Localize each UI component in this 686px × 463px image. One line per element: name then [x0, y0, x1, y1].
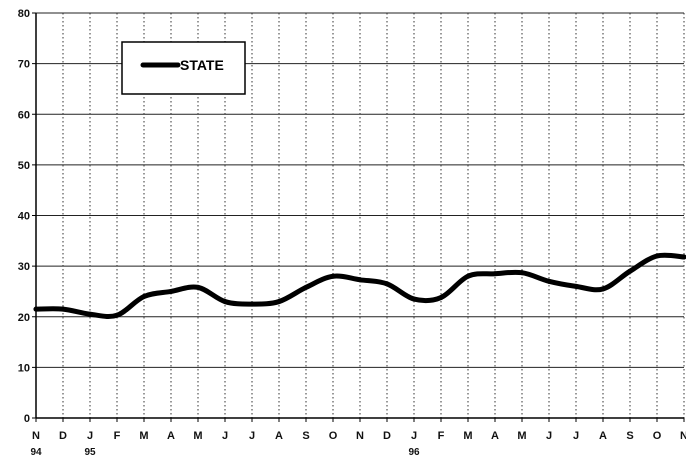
x-tick-label: F	[114, 430, 121, 442]
x-year-label: 95	[84, 447, 96, 458]
x-tick-label: J	[222, 430, 228, 442]
x-tick-label: M	[193, 430, 202, 442]
x-tick-label: A	[599, 430, 607, 442]
axes: 0 10 20 30 40 50 60 70 80 N D J F M A M J J A S O N D J F M A M J J A S…	[18, 8, 686, 458]
data-point	[60, 306, 66, 312]
x-tick-label: S	[302, 430, 309, 442]
x-tick-label: N	[32, 430, 40, 442]
data-point	[654, 253, 660, 259]
x-tick-label: N	[680, 430, 686, 442]
data-point	[465, 273, 471, 279]
x-tick-label: J	[546, 430, 552, 442]
data-point	[384, 281, 390, 287]
data-point	[141, 294, 147, 299]
data-point	[573, 283, 579, 289]
x-tick-label: M	[517, 430, 526, 442]
y-tick-label: 20	[18, 312, 30, 324]
legend-label: STATE	[180, 57, 224, 73]
x-tick-label: N	[356, 430, 364, 442]
data-point	[249, 301, 255, 307]
x-tick-label: M	[139, 430, 148, 442]
x-tick-label: J	[411, 430, 417, 442]
x-tick-label: J	[249, 430, 255, 442]
x-tick-label: D	[383, 430, 391, 442]
y-tick-label: 30	[18, 261, 30, 273]
data-point	[303, 284, 309, 290]
data-point	[114, 312, 120, 318]
data-point	[411, 296, 417, 302]
data-point	[438, 295, 444, 301]
y-tick-label: 60	[18, 109, 30, 121]
x-tick-label: D	[59, 430, 67, 442]
data-point	[330, 273, 336, 279]
x-tick-label: O	[329, 430, 338, 442]
x-year-label: 94	[30, 447, 42, 458]
x-tick-label: J	[573, 430, 579, 442]
data-point	[492, 271, 498, 277]
data-point	[600, 286, 606, 292]
data-point	[168, 288, 174, 294]
x-tick-label: J	[87, 430, 93, 442]
x-tick-label: A	[167, 430, 175, 442]
data-point	[627, 268, 633, 274]
x-tick-label: A	[491, 430, 499, 442]
y-tick-label: 80	[18, 8, 30, 20]
legend: STATE	[121, 41, 246, 95]
x-tick-label: S	[626, 430, 633, 442]
legend-box	[121, 41, 246, 95]
x-tick-label: O	[653, 430, 662, 442]
data-point	[33, 306, 39, 312]
series-layer	[33, 252, 686, 319]
data-point	[357, 277, 363, 283]
y-tick-label: 70	[18, 59, 30, 71]
data-point	[276, 299, 282, 305]
y-tick-label: 50	[18, 160, 30, 172]
data-point	[195, 284, 201, 290]
data-point	[519, 270, 525, 276]
data-point	[546, 278, 552, 284]
grid	[36, 12, 685, 418]
y-tick-label: 0	[24, 413, 30, 425]
data-point	[87, 311, 93, 317]
y-tick-label: 10	[18, 362, 30, 374]
data-point	[681, 254, 686, 260]
x-tick-label: A	[275, 430, 283, 442]
x-tick-label: M	[463, 430, 472, 442]
x-year-label: 96	[408, 447, 420, 458]
x-tick-label: F	[438, 430, 445, 442]
data-point	[222, 299, 228, 305]
y-tick-label: 40	[18, 211, 30, 223]
